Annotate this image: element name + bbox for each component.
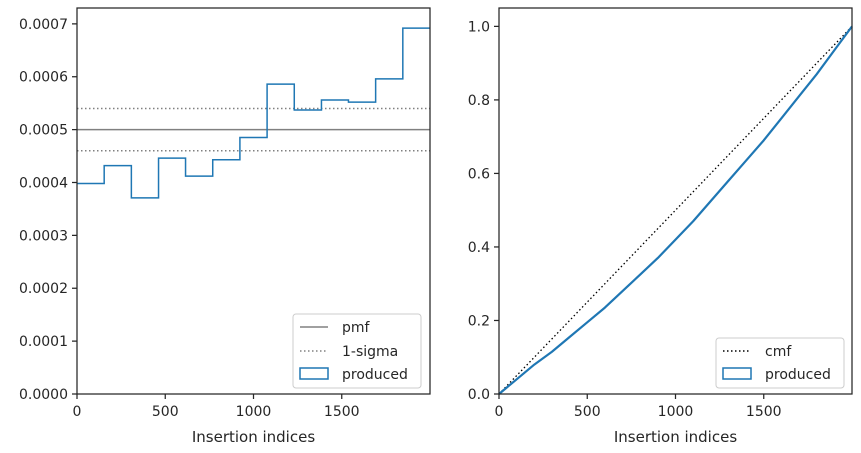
right-y-tick-label: 1.0 xyxy=(468,19,490,35)
left-y-tick-label: 0.0003 xyxy=(19,228,68,244)
left-x-tick-label: 500 xyxy=(152,404,179,420)
left-x-ticks: 0 500 1000 1500 xyxy=(73,394,360,420)
right-x-ticks: 0 500 1000 1500 xyxy=(495,394,782,420)
right-y-tick-label: 0.2 xyxy=(468,313,490,329)
right-chart-marks xyxy=(498,25,853,395)
legend-cmf-label: cmf xyxy=(765,344,792,360)
right-x-axis-label: Insertion indices xyxy=(614,428,737,446)
cmf-line xyxy=(498,25,853,395)
legend-produced-label-right: produced xyxy=(765,367,831,383)
right-y-tick-label: 0.8 xyxy=(468,93,490,109)
right-x-tick-label: 1000 xyxy=(658,404,694,420)
left-y-tick-label: 0.0007 xyxy=(19,17,68,33)
right-x-tick-label: 500 xyxy=(574,404,601,420)
produced-cumulative-line xyxy=(498,25,853,395)
right-chart-panel: 0 500 1000 1500 0.0 0.2 0.4 0.6 0.8 1.0 Insertio… xyxy=(468,7,853,446)
right-y-tick-label: 0.0 xyxy=(468,387,490,403)
right-x-tick-label: 0 xyxy=(495,404,504,420)
legend-1-sigma-label: 1-sigma xyxy=(342,344,398,360)
right-y-tick-label: 0.4 xyxy=(468,240,490,256)
left-x-axis-label: Insertion indices xyxy=(192,428,315,446)
left-y-tick-label: 0.0000 xyxy=(19,387,68,403)
right-plot-area xyxy=(499,8,852,394)
left-y-tick-label: 0.0001 xyxy=(19,334,68,350)
left-x-tick-label: 1000 xyxy=(236,404,272,420)
left-y-tick-label: 0.0002 xyxy=(19,281,68,297)
right-y-tick-label: 0.6 xyxy=(468,166,490,182)
left-y-ticks: 0.0000 0.0001 0.0002 0.0003 0.0004 0.0005 0.00… xyxy=(19,17,77,403)
right-y-ticks: 0.0 0.2 0.4 0.6 0.8 1.0 xyxy=(468,19,499,403)
legend-produced-swatch-right xyxy=(722,367,752,380)
legend-produced-label: produced xyxy=(342,367,408,383)
produced-step-series xyxy=(77,27,430,199)
right-x-tick-label: 1500 xyxy=(746,404,782,420)
left-x-tick-label: 0 xyxy=(73,404,82,420)
left-chart-marks xyxy=(77,27,430,199)
left-y-tick-label: 0.0006 xyxy=(19,70,68,86)
legend-produced-swatch xyxy=(299,367,329,380)
left-y-tick-label: 0.0005 xyxy=(19,123,68,139)
legend-pmf-label: pmf xyxy=(342,320,371,336)
left-y-tick-label: 0.0004 xyxy=(19,175,68,191)
left-legend-box xyxy=(292,313,422,389)
left-x-tick-label: 1500 xyxy=(324,404,360,420)
left-legend: pmf 1-sigma produced xyxy=(292,313,422,389)
right-legend: cmf produced xyxy=(715,337,845,389)
left-chart-panel: 0 500 1000 1500 0.00000.00010.00020.00030.0… xyxy=(19,7,431,446)
